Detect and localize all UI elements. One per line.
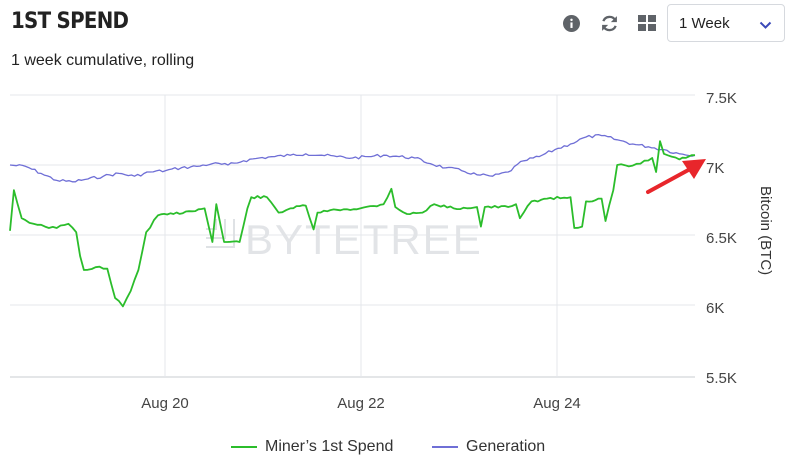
y-tick-label: 7.5K: [706, 90, 737, 107]
legend-swatch: [432, 446, 458, 448]
x-axis-ticks: Aug 20 Aug 22 Aug 24: [141, 395, 581, 412]
watermark-text: BYTETREE: [245, 216, 483, 263]
grid-layout-icon[interactable]: [636, 12, 658, 34]
legend-label: Miner’s 1st Spend: [265, 438, 394, 455]
y-axis-ticks: 5.5K 6K 6.5K 7K 7.5K: [706, 90, 737, 387]
period-select-value: 1 Week: [679, 15, 730, 32]
legend-item-miners-1st-spend[interactable]: Miner’s 1st Spend: [231, 437, 393, 457]
y-axis-title: Bitcoin (BTC): [757, 186, 774, 275]
chart-subtitle: 1 week cumulative, rolling: [11, 52, 195, 69]
chevron-down-icon: [759, 17, 772, 35]
watermark: BYTETREE: [206, 216, 483, 263]
x-tick-label: Aug 24: [533, 395, 581, 412]
line-chart: BYTETREE 5.5K 6K 6.5K 7K 7.5K Aug 20 Aug…: [9, 90, 774, 412]
info-circle-icon[interactable]: [560, 12, 582, 34]
y-tick-label: 6.5K: [706, 230, 737, 247]
legend-item-generation[interactable]: Generation: [432, 437, 545, 457]
x-tick-label: Aug 20: [141, 395, 189, 412]
x-tick-label: Aug 22: [337, 395, 385, 412]
period-select[interactable]: 1 Week: [667, 4, 785, 42]
series-line-miners-1st-spend: [9, 140, 696, 308]
refresh-icon[interactable]: [598, 12, 620, 34]
y-tick-label: 7K: [706, 160, 724, 177]
y-tick-label: 6K: [706, 300, 724, 317]
legend-label: Generation: [466, 438, 546, 455]
page-title: 1ST SPEND: [11, 9, 129, 34]
red-arrow-annotation: [646, 159, 706, 194]
y-tick-label: 5.5K: [706, 370, 737, 387]
plot-area: [9, 133, 696, 308]
legend-swatch: [231, 446, 257, 448]
series-line-generation: [9, 133, 696, 183]
